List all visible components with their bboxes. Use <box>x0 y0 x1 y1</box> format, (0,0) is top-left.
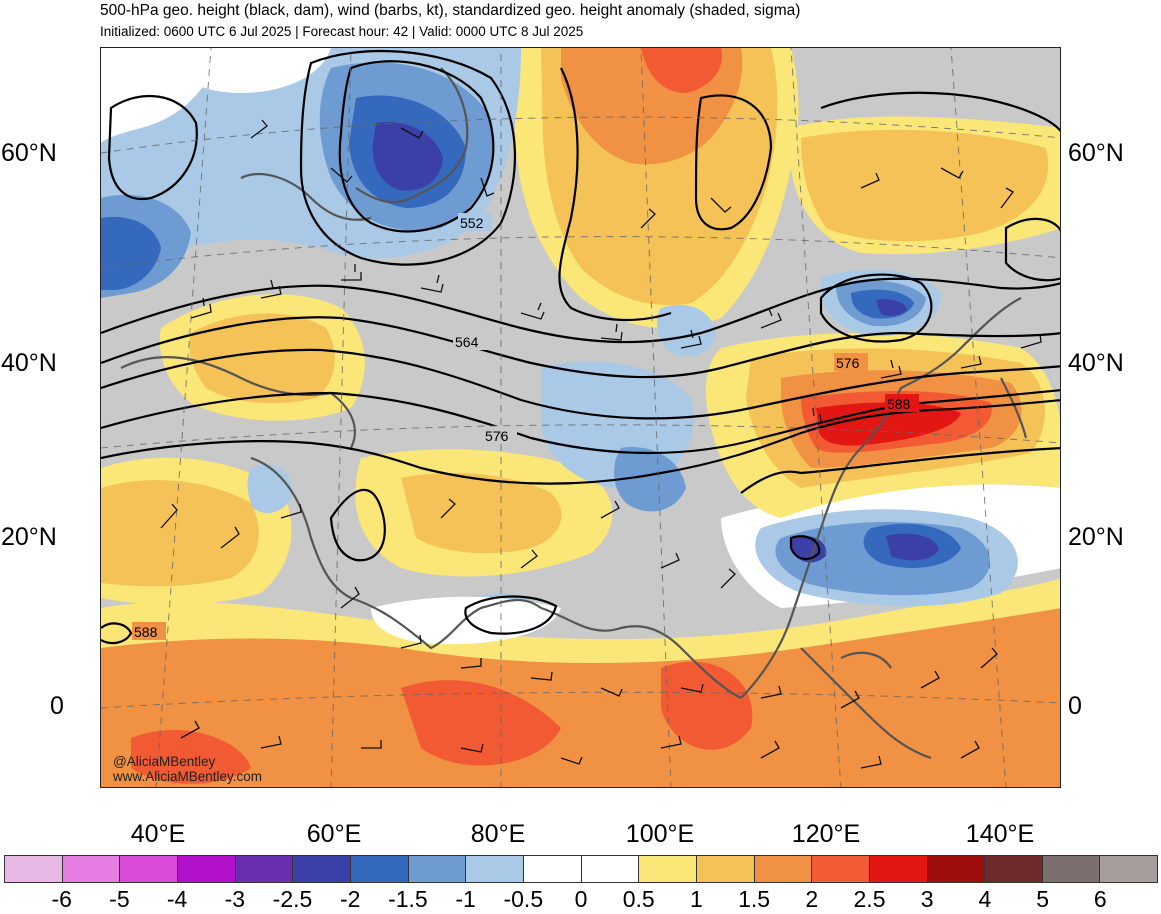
lon-label-60e: 60°E <box>306 820 362 848</box>
lon-label-40e: 40°E <box>130 820 186 848</box>
contour-label-588-east: 588 <box>887 396 911 412</box>
colorbar-swatch <box>235 856 294 882</box>
colorbar-tick-label: -1.5 <box>388 886 428 912</box>
map-panel: 552 564 576 588 576 588 <box>100 47 1061 788</box>
lat-label-right-40n: 40°N <box>1068 349 1124 377</box>
colorbar-swatch <box>293 856 351 882</box>
colorbar-tick-label: 2.5 <box>853 886 886 912</box>
colorbar-tick-label: -2 <box>339 886 361 912</box>
colorbar-tick-label: -3 <box>224 886 246 912</box>
colorbar-tick-label: 1 <box>689 886 703 912</box>
colorbar-tick-label: 4 <box>978 886 992 912</box>
contour-label-564: 564 <box>455 334 479 350</box>
lat-label-right-20n: 20°N <box>1068 523 1124 551</box>
lon-label-100e: 100°E <box>625 820 695 848</box>
colorbar-swatch <box>696 856 755 882</box>
lat-label-left-20n: 20°N <box>1 523 57 551</box>
colorbar-tick-label: 3 <box>920 886 934 912</box>
credit-handle: @AliciaMBentley <box>113 754 216 769</box>
colorbar-tick-label: -4 <box>166 886 188 912</box>
colorbar-swatch <box>581 856 640 882</box>
colorbar <box>4 855 1158 883</box>
colorbar-tick-label: -1 <box>455 886 476 912</box>
colorbar-swatch <box>177 856 236 882</box>
lon-label-80e: 80°E <box>470 820 526 848</box>
colorbar-swatch <box>350 856 409 882</box>
colorbar-swatch <box>120 856 178 882</box>
lon-label-140e: 140°E <box>965 820 1035 848</box>
colorbar-swatch <box>812 856 870 882</box>
chart-title: 500-hPa geo. height (black, dam), wind (… <box>100 2 801 19</box>
lat-label-right-0: 0 <box>1068 692 1082 720</box>
colorbar-tick-label: -6 <box>51 886 72 912</box>
colorbar-tick-label: 6 <box>1093 886 1107 912</box>
colorbar-swatch <box>869 856 928 882</box>
lat-label-right-60n: 60°N <box>1068 139 1124 167</box>
colorbar-swatch <box>985 856 1043 882</box>
colorbar-swatch <box>1042 856 1101 882</box>
colorbar-tick-label: -5 <box>109 886 130 912</box>
colorbar-tick-label: 0.5 <box>622 886 655 912</box>
contour-label-588-west: 588 <box>134 624 158 640</box>
chart-subtitle: Initialized: 0600 UTC 6 Jul 2025 | Forec… <box>100 24 584 39</box>
colorbar-swatch <box>927 856 986 882</box>
lat-label-left-40n: 40°N <box>1 349 57 377</box>
colorbar-tick-label: -2.5 <box>272 886 313 912</box>
contour-labels: 552 564 576 588 576 588 <box>132 213 919 640</box>
contour-label-576-east: 576 <box>836 355 860 371</box>
colorbar-swatch <box>1100 856 1158 882</box>
wind-barbs <box>160 119 1042 769</box>
lat-label-left-60n: 60°N <box>1 139 57 167</box>
colorbar-swatch <box>5 856 63 882</box>
colorbar-tick-label: 2 <box>805 886 819 912</box>
contour-label-552: 552 <box>460 215 484 231</box>
contour-label-576-west: 576 <box>485 428 509 444</box>
colorbar-tick-label: 5 <box>1036 886 1049 912</box>
credit-url: www.AliciaMBentley.com <box>113 769 263 784</box>
colorbar-tick-label: 1.5 <box>738 886 771 912</box>
colorbar-tick-label: 0 <box>574 886 588 912</box>
colorbar-swatch <box>523 856 582 882</box>
colorbar-swatch <box>62 856 121 882</box>
lon-label-120e: 120°E <box>791 820 861 848</box>
colorbar-swatch <box>639 856 697 882</box>
colorbar-tick-label: -0.5 <box>503 886 544 912</box>
lat-label-left-0: 0 <box>50 692 64 720</box>
colorbar-swatch <box>408 856 467 882</box>
colorbar-swatch <box>754 856 813 882</box>
colorbar-swatch <box>466 856 524 882</box>
anomaly-map: 552 564 576 588 576 588 <box>101 48 1060 787</box>
